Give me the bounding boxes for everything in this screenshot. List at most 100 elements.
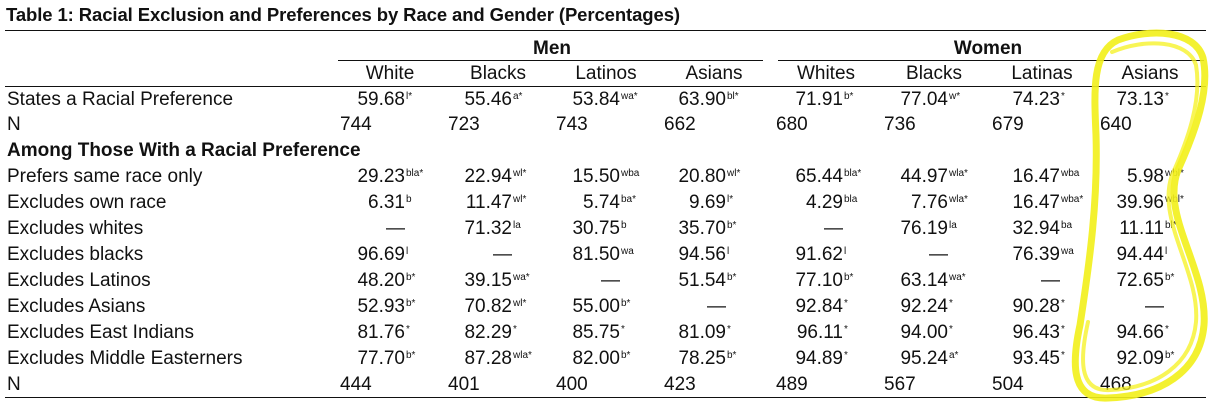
cell-men-blacks: 82.29* (464, 321, 516, 345)
cell-value: 11.11 (1119, 218, 1164, 239)
cell-men-white: 444 (340, 373, 372, 397)
cell-value: 92.24 (900, 296, 948, 317)
cell-value: 94.89 (795, 348, 843, 369)
cell-value: 70.82 (464, 296, 512, 317)
cell-women-whites: 91.62l (795, 243, 846, 267)
significance-marker: wbl* (1165, 168, 1184, 179)
cell-value: 35.70 (678, 218, 726, 239)
cell-value: 11.47 (465, 192, 512, 213)
significance-marker: ba (1061, 220, 1073, 231)
significance-marker: bla* (844, 168, 862, 179)
cell-value: 743 (556, 114, 588, 135)
cell-value: 94.44 (1116, 244, 1164, 265)
significance-marker: wl* (727, 168, 741, 179)
cell-men-blacks: 71.32la (464, 217, 520, 241)
significance-marker: * (1061, 324, 1065, 335)
cell-women-latinas: 32.94ba (1012, 217, 1072, 241)
cell-value: 423 (664, 374, 696, 395)
cell-value: 44.97 (900, 166, 948, 187)
cell-women-blacks: 7.76wla* (911, 191, 968, 215)
cell-value: 77.10 (795, 270, 843, 291)
significance-marker: wa (621, 246, 634, 257)
cell-men-white: — (386, 217, 405, 241)
cell-value: 29.23 (357, 166, 405, 187)
cell-women-whites: 71.91b* (795, 88, 853, 112)
cell-men-white: 77.70b* (357, 347, 415, 371)
cell-men-asians: 63.90bl* (678, 88, 738, 112)
cell-value: 16.47 (1012, 166, 1060, 187)
cell-women-asians: 640 (1100, 113, 1132, 137)
cell-value: — (824, 218, 843, 239)
cell-men-white: 59.68l* (357, 88, 412, 112)
group-header-men: Men (533, 38, 571, 59)
significance-marker: * (513, 324, 517, 335)
cell-men-white: 744 (340, 113, 372, 137)
cell-women-asians: 94.44l (1116, 243, 1167, 267)
cell-value: 4.29 (806, 192, 843, 213)
cell-men-latinos: 400 (556, 373, 588, 397)
top-rule (5, 30, 1206, 31)
cell-women-blacks: 76.19la (900, 217, 956, 241)
cell-value: 52.93 (357, 296, 405, 317)
cell-value: 53.84 (572, 89, 620, 110)
cell-value: 640 (1100, 114, 1132, 135)
cell-value: 76.19 (900, 218, 948, 239)
cell-women-whites: — (824, 217, 843, 241)
significance-marker: b* (621, 350, 631, 361)
cell-value: 77.04 (900, 89, 948, 110)
cell-value: 30.75 (572, 218, 620, 239)
significance-marker: wba (1061, 168, 1080, 179)
cell-men-asians: 423 (664, 373, 696, 397)
col-header-men-blacks: Blacks (470, 63, 526, 84)
group-underline-women (778, 60, 1204, 61)
significance-marker: wba (621, 168, 640, 179)
cell-women-latinas: 93.45* (1012, 347, 1064, 371)
significance-marker: wba* (1061, 194, 1084, 205)
cell-men-blacks: 22.94wl* (464, 165, 526, 189)
significance-marker: * (1061, 298, 1065, 309)
significance-marker: w* (949, 91, 961, 102)
row-label-excludes-own-race: Excludes own race (7, 192, 167, 213)
row-label-states-preference: States a Racial Preference (7, 89, 234, 110)
cell-women-asians: 72.65b* (1116, 269, 1174, 293)
cell-men-latinos: 55.00b* (572, 295, 630, 319)
cell-value: 71.91 (795, 89, 843, 110)
cell-value: 92.84 (795, 296, 843, 317)
cell-value: 82.00 (572, 348, 620, 369)
cell-value: 65.44 (795, 166, 843, 187)
cell-value: 96.69 (357, 244, 405, 265)
significance-marker: * (844, 298, 848, 309)
col-header-women-latinas: Latinas (1011, 63, 1073, 84)
cell-women-whites: 92.84* (795, 295, 847, 319)
significance-marker: bla (844, 194, 858, 205)
cell-men-latinos: 15.50wba (572, 165, 639, 189)
significance-marker: b* (844, 91, 854, 102)
cell-men-white: 52.93b* (357, 295, 415, 319)
significance-marker: bl* (727, 91, 739, 102)
cell-value: 401 (448, 374, 480, 395)
bottom-rule (5, 397, 1206, 398)
cell-men-white: 81.76* (357, 321, 409, 345)
cell-men-asians: 78.25b* (678, 347, 736, 371)
significance-marker: * (844, 350, 848, 361)
cell-men-asians: 662 (664, 113, 696, 137)
cell-value: 6.31 (368, 192, 405, 213)
significance-marker: l (1165, 246, 1168, 257)
cell-value: — (707, 296, 726, 317)
row-label-n-total: N (7, 114, 21, 135)
group-header-women: Women (953, 38, 1023, 59)
significance-marker: wla* (513, 350, 532, 361)
significance-marker: b* (727, 350, 737, 361)
significance-marker: wbl* (1165, 194, 1184, 205)
cell-value: 9.69 (689, 192, 726, 213)
cell-women-latinas: 96.43* (1012, 321, 1064, 345)
cell-women-blacks: 736 (884, 113, 916, 137)
significance-marker: wla* (949, 168, 968, 179)
significance-marker: b* (406, 350, 416, 361)
cell-men-latinos: 30.75b (572, 217, 626, 241)
cell-men-blacks: 401 (448, 373, 480, 397)
cell-value: 95.24 (900, 348, 948, 369)
cell-value: 16.47 (1012, 192, 1060, 213)
row-label-excludes-latinos: Excludes Latinos (7, 270, 151, 291)
significance-marker: * (406, 324, 410, 335)
